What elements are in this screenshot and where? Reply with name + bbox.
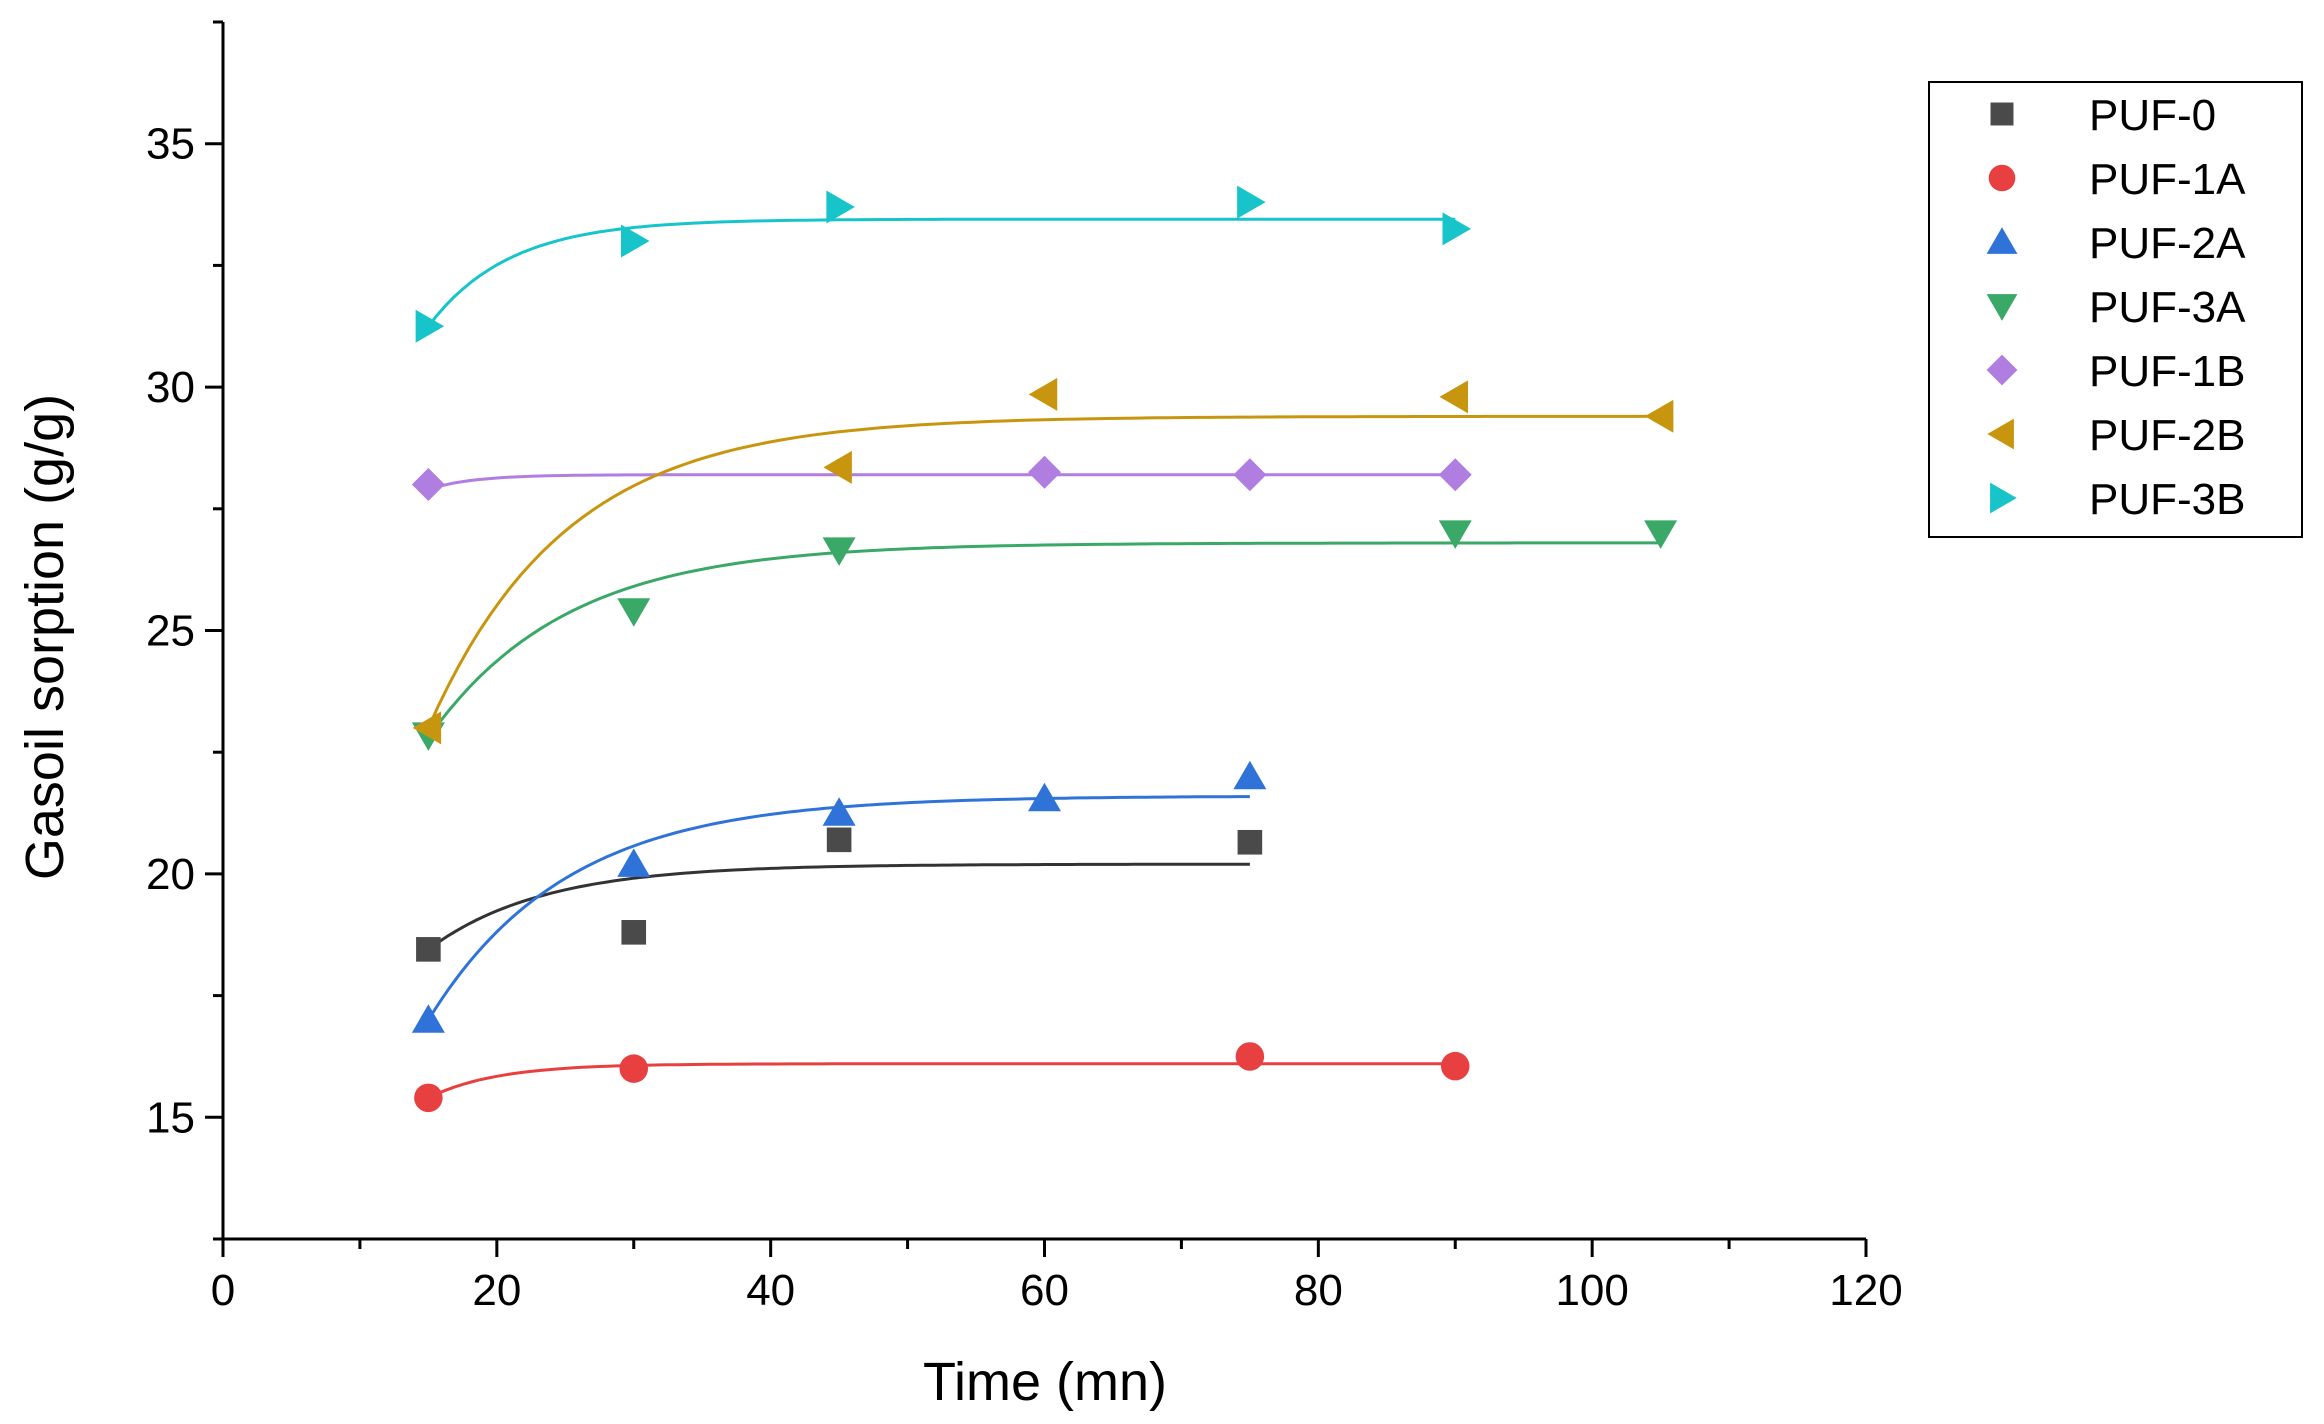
legend-label-puf-0: PUF-0 <box>2089 91 2216 140</box>
x-tick-label: 100 <box>1555 1266 1628 1315</box>
x-tick-label: 0 <box>211 1266 235 1315</box>
legend-label-puf-3a: PUF-3A <box>2089 283 2246 332</box>
fit-curve-puf-3b <box>427 217 1456 328</box>
point-puf-2a <box>411 1004 445 1033</box>
point-puf-3a <box>617 598 651 627</box>
point-puf-2b <box>1028 377 1058 411</box>
point-puf-3a <box>1438 520 1472 549</box>
legend-marker-puf-1a <box>1988 164 2016 192</box>
fit-curve-puf-0 <box>427 862 1250 951</box>
x-tick-label: 60 <box>1020 1266 1069 1315</box>
legend-marker-puf-2a <box>1986 227 2018 254</box>
legend-marker-puf-0 <box>1990 102 2014 126</box>
point-puf-3b <box>1237 185 1266 219</box>
point-puf-0 <box>416 937 441 962</box>
fit-curve-puf-3a <box>427 541 1661 739</box>
data-points <box>411 185 1678 1113</box>
fit-curve-puf-1a <box>427 1062 1456 1100</box>
point-puf-1a <box>1235 1042 1265 1071</box>
y-tick-label: 35 <box>146 120 195 169</box>
point-puf-3a <box>1644 520 1678 549</box>
point-puf-1b <box>1438 458 1472 492</box>
x-tick-label: 20 <box>472 1266 521 1315</box>
point-puf-0 <box>826 827 852 853</box>
point-puf-1a <box>1441 1051 1470 1081</box>
legend-marker-puf-3b <box>1990 482 2017 514</box>
point-puf-1b <box>1028 455 1061 489</box>
point-puf-3b <box>1442 212 1471 246</box>
x-axis-title: Time (mn) <box>923 1352 1167 1412</box>
point-puf-2b <box>412 711 442 745</box>
legend-label-puf-3b: PUF-3B <box>2089 475 2245 524</box>
x-tick-label: 80 <box>1294 1266 1343 1315</box>
point-puf-2a <box>822 797 856 826</box>
legend-label-puf-2b: PUF-2B <box>2089 411 2245 460</box>
point-puf-3b <box>415 309 445 343</box>
legend-label-puf-1b: PUF-1B <box>2089 347 2245 396</box>
point-puf-2b <box>1439 380 1468 414</box>
axes: 0 20 40 60 80 100 120 15 20 25 30 35 <box>146 20 1903 1315</box>
point-puf-1b <box>1233 458 1267 492</box>
x-tick-label: 120 <box>1829 1266 1902 1315</box>
point-puf-2a <box>1233 760 1267 790</box>
point-puf-3b <box>826 190 855 224</box>
legend-marker-puf-2b <box>1987 418 2014 450</box>
legend: PUF-0 PUF-1A PUF-2A PUF-3A PUF-1B PUF-2B PUF-3… <box>1928 81 2303 538</box>
point-puf-2a <box>1028 782 1061 812</box>
y-axis-title: Gasoil sorption (g/g) <box>15 394 75 880</box>
point-puf-3a <box>822 537 856 566</box>
point-puf-1b <box>411 467 445 501</box>
legend-marker-puf-3a <box>1986 294 2018 321</box>
point-puf-2b <box>1644 399 1674 433</box>
point-puf-0 <box>1237 829 1263 855</box>
fit-curve-puf-2b <box>427 414 1661 729</box>
point-puf-2a <box>617 848 651 877</box>
y-tick-label: 30 <box>146 363 195 412</box>
y-tick-label: 20 <box>146 850 195 899</box>
point-puf-1a <box>414 1083 443 1113</box>
fit-curves <box>427 217 1661 1100</box>
point-puf-2b <box>823 450 852 484</box>
legend-label-puf-2a: PUF-2A <box>2089 219 2246 268</box>
fit-curve-puf-1b <box>427 473 1456 491</box>
legend-box <box>1928 81 2303 538</box>
x-tick-label: 40 <box>746 1266 795 1315</box>
point-puf-1a <box>619 1054 648 1083</box>
point-puf-3b <box>621 224 650 258</box>
legend-marker-puf-1b <box>1986 354 2018 386</box>
y-tick-label: 15 <box>146 1093 195 1142</box>
legend-label-puf-1a: PUF-1A <box>2089 155 2246 204</box>
y-tick-label: 25 <box>146 607 195 656</box>
point-puf-0 <box>621 920 647 945</box>
